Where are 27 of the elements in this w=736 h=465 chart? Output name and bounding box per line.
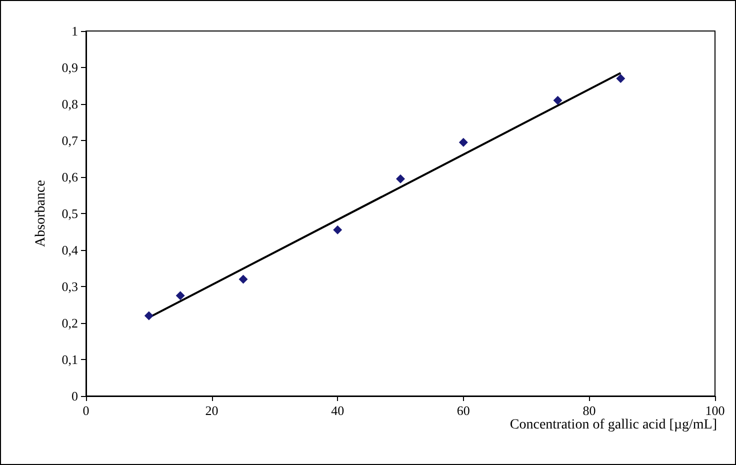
- x-tick-label: 60: [456, 403, 470, 418]
- y-tick-label: 0,5: [62, 206, 78, 221]
- x-tick-label: 0: [82, 403, 90, 418]
- point: [616, 74, 626, 83]
- point: [238, 274, 248, 284]
- x-tick-label: 80: [582, 403, 596, 418]
- y-tick-label: 0: [72, 388, 78, 404]
- y-tick-label: 0,9: [62, 60, 78, 75]
- y-tick-label: 0,4: [62, 242, 78, 258]
- point: [396, 174, 405, 184]
- y-axis-title: Absorbance: [34, 180, 48, 247]
- point: [144, 311, 154, 320]
- x-tick-label: 20: [205, 403, 218, 418]
- point: [333, 225, 342, 234]
- x-tick-label: 100: [705, 403, 725, 418]
- point: [458, 138, 468, 147]
- point: [176, 291, 185, 300]
- y-tick-label: 0,2: [62, 316, 78, 330]
- y-tick-label: 0,3: [62, 279, 78, 294]
- y-tick-label: 0,8: [62, 96, 78, 112]
- y-tick-label: 0,7: [62, 133, 78, 148]
- y-tick-label: 0,6: [62, 170, 78, 184]
- y-tick-label: 0,1: [62, 352, 78, 367]
- y-tick-label: 1: [72, 24, 78, 38]
- x-axis-title: Concentration of gallic acid [µg/mL]: [510, 418, 717, 432]
- x-tick-label: 40: [331, 403, 344, 418]
- point: [553, 96, 562, 105]
